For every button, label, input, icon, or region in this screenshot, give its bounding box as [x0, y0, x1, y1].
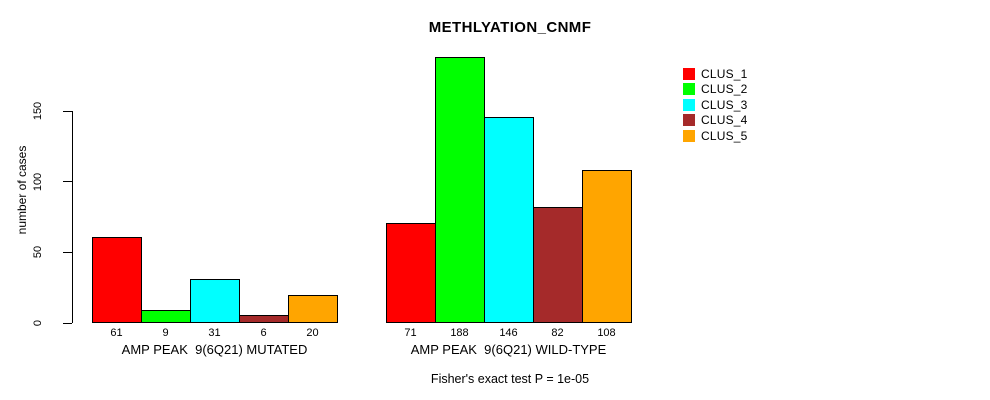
bar-value-label: 6 [260, 327, 267, 339]
bar-clus_5-group1 [288, 294, 338, 323]
bar-value-label: 71 [404, 327, 417, 339]
legend-label: CLUS_4 [701, 113, 748, 128]
legend-label: CLUS_1 [701, 66, 748, 81]
legend-label: CLUS_3 [701, 97, 748, 112]
y-axis-tick [63, 322, 72, 324]
y-axis-tick-label: 0 [32, 319, 44, 327]
legend-item: CLUS_1 [683, 66, 748, 82]
group-label: AMP PEAK 9(6Q21) WILD-TYPE [410, 342, 607, 357]
bar-clus_1-group1 [92, 236, 142, 323]
legend-swatch-clus_4 [683, 114, 695, 127]
bar-value-label: 61 [110, 327, 123, 339]
legend-item: CLUS_5 [683, 128, 748, 144]
y-axis-tick-label: 100 [32, 172, 44, 191]
bar-clus_5-group2 [582, 170, 632, 323]
bar-value-label: 146 [499, 327, 518, 339]
y-axis-tick [63, 251, 72, 253]
y-axis-tick-label: 50 [32, 246, 44, 259]
bar-value-label: 108 [597, 327, 616, 339]
chart-title: METHLYATION_CNMF [428, 19, 592, 36]
bar-clus_1-group2 [386, 222, 436, 323]
bar-clus_2-group1 [141, 310, 191, 323]
legend-swatch-clus_2 [683, 83, 695, 96]
y-axis-tick-label: 150 [32, 101, 44, 121]
group-label: AMP PEAK 9(6Q21) MUTATED [121, 342, 308, 357]
legend-label: CLUS_5 [701, 128, 748, 143]
legend: CLUS_1 CLUS_2 CLUS_3 CLUS_4 CLUS_5 [683, 66, 748, 144]
legend-swatch-clus_5 [683, 129, 695, 142]
legend-item: CLUS_3 [683, 97, 748, 113]
bar-clus_2-group2 [435, 57, 485, 323]
legend-swatch-clus_3 [683, 98, 695, 111]
y-axis-line [72, 111, 73, 323]
bar-clus_4-group2 [533, 207, 583, 323]
y-axis-tick [63, 110, 72, 112]
y-axis-tick [63, 181, 72, 183]
bar-value-label: 188 [450, 327, 469, 339]
bar-clus_3-group1 [190, 279, 240, 323]
bar-clus_4-group1 [239, 314, 289, 323]
legend-item: CLUS_4 [683, 113, 748, 129]
bar-value-label: 20 [306, 327, 319, 339]
bar-value-label: 31 [208, 327, 221, 339]
legend-label: CLUS_2 [701, 82, 748, 97]
legend-item: CLUS_2 [683, 82, 748, 98]
fisher-test-annotation: Fisher's exact test P = 1e-05 [430, 372, 590, 386]
bar-value-label: 82 [551, 327, 564, 339]
bar-value-label: 9 [162, 327, 169, 339]
bar-clus_3-group2 [484, 116, 534, 323]
legend-swatch-clus_1 [683, 67, 695, 80]
